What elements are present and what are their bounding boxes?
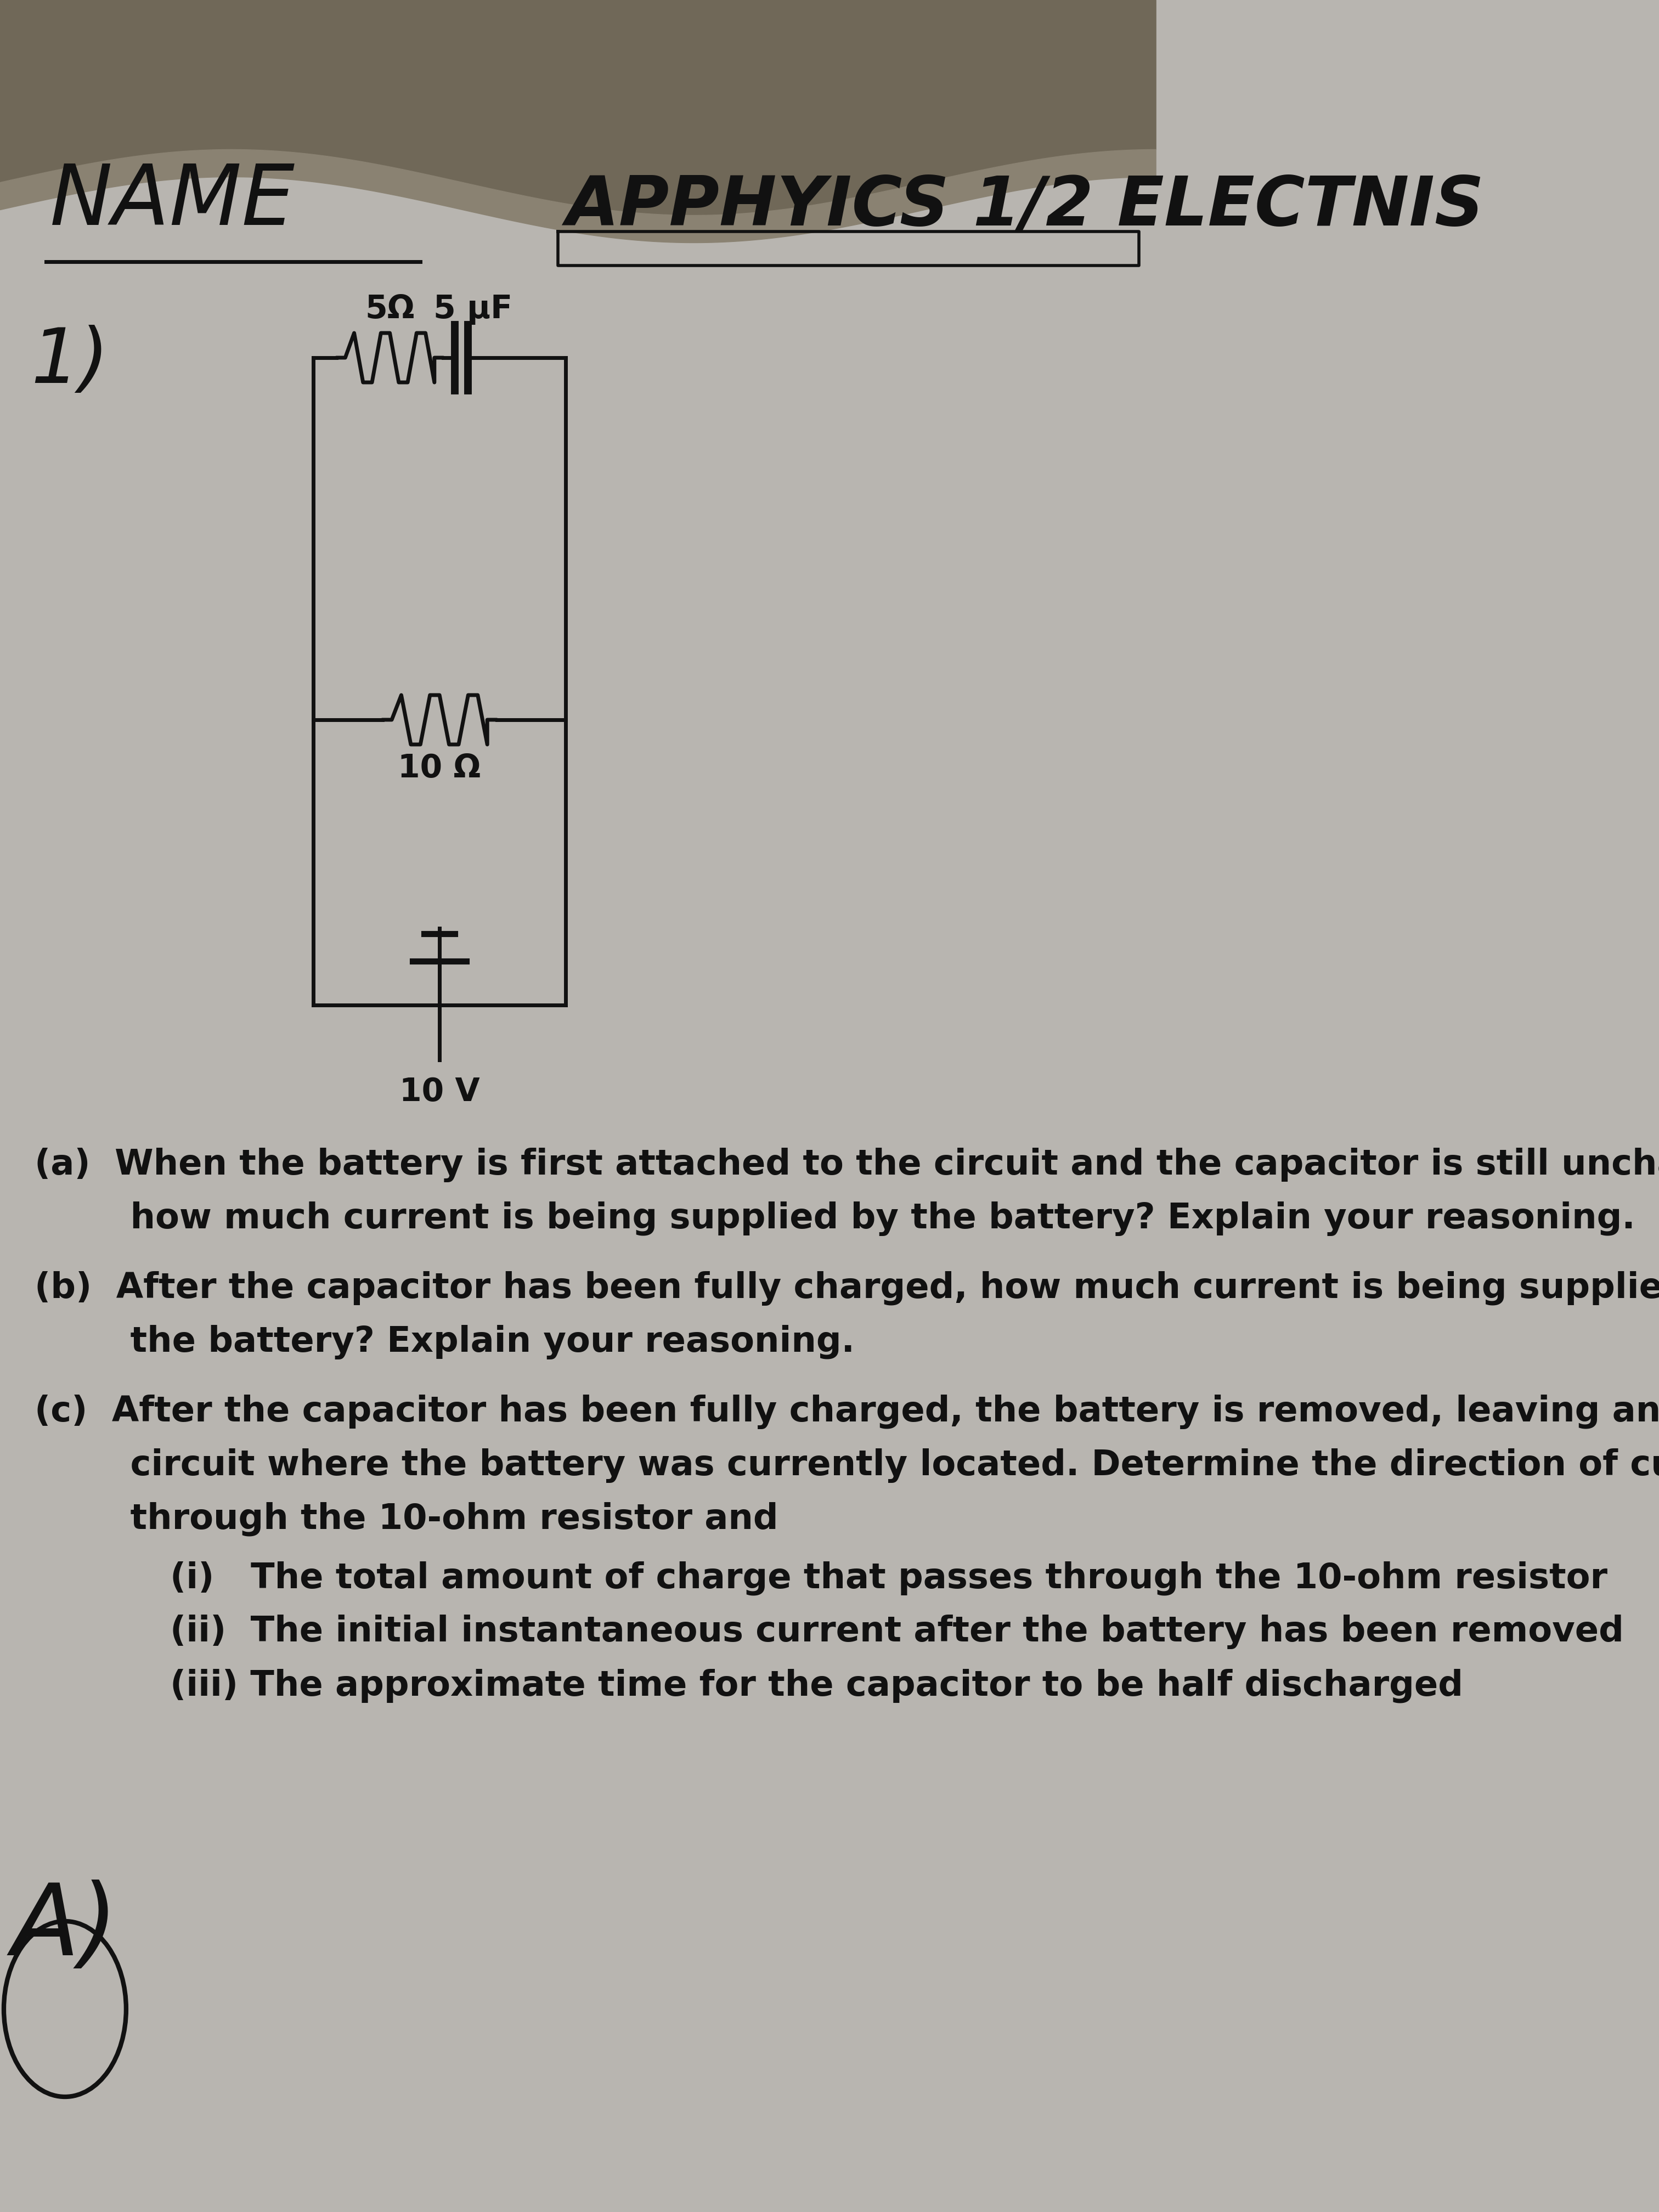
Text: through the 10-ohm resistor and: through the 10-ohm resistor and — [58, 1502, 778, 1537]
Text: (iii) The approximate time for the capacitor to be half discharged: (iii) The approximate time for the capac… — [73, 1668, 1463, 1703]
Text: 10 V: 10 V — [400, 1077, 479, 1108]
Text: 5Ω: 5Ω — [365, 294, 415, 325]
Text: (b)  After the capacitor has been fully charged, how much current is being suppl: (b) After the capacitor has been fully c… — [35, 1272, 1659, 1305]
Text: APPHYICS 1/2 ELECTNIS: APPHYICS 1/2 ELECTNIS — [566, 173, 1485, 239]
Text: (i)   The total amount of charge that passes through the 10-ohm resistor: (i) The total amount of charge that pass… — [73, 1562, 1608, 1595]
Text: (ii)  The initial instantaneous current after the battery has been removed: (ii) The initial instantaneous current a… — [73, 1615, 1624, 1650]
Text: the battery? Explain your reasoning.: the battery? Explain your reasoning. — [58, 1325, 854, 1360]
Text: A): A) — [12, 1880, 118, 1975]
Text: 1): 1) — [30, 325, 109, 398]
Text: NAME: NAME — [50, 161, 295, 243]
Text: circuit where the battery was currently located. Determine the direction of curr: circuit where the battery was currently … — [58, 1449, 1659, 1482]
Text: (a)  When the battery is first attached to the circuit and the capacitor is stil: (a) When the battery is first attached t… — [35, 1148, 1659, 1181]
Text: (c)  After the capacitor has been fully charged, the battery is removed, leaving: (c) After the capacitor has been fully c… — [35, 1394, 1659, 1429]
Text: 5 μF: 5 μF — [433, 294, 513, 325]
Text: 10 Ω: 10 Ω — [398, 752, 481, 783]
Text: how much current is being supplied by the battery? Explain your reasoning.: how much current is being supplied by th… — [58, 1201, 1636, 1237]
